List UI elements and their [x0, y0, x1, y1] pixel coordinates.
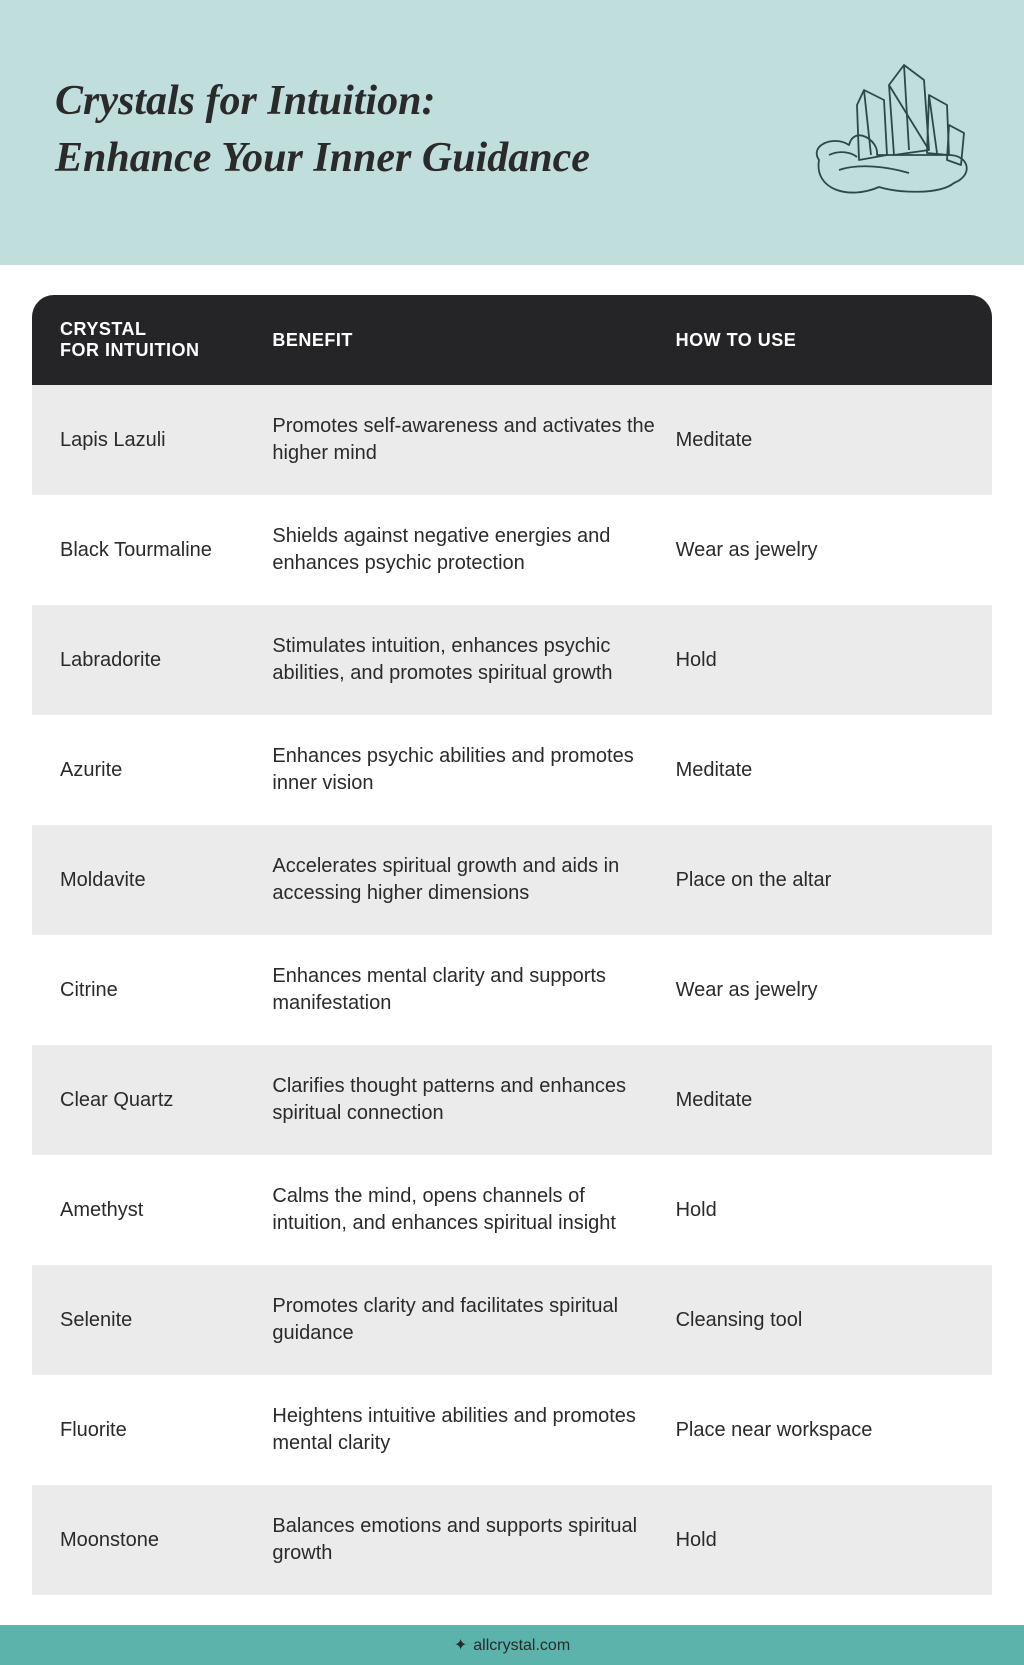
- header-banner: Crystals for Intuition: Enhance Your Inn…: [0, 0, 1024, 265]
- cell-crystal: Clear Quartz: [32, 1045, 262, 1155]
- table-row: SelenitePromotes clarity and facilitates…: [32, 1265, 992, 1375]
- crystal-cluster-icon: [779, 55, 979, 205]
- cell-crystal: Black Tourmaline: [32, 495, 262, 605]
- page-title: Crystals for Intuition: Enhance Your Inn…: [55, 73, 590, 186]
- cell-benefit: Promotes clarity and facilitates spiritu…: [262, 1265, 665, 1375]
- title-line-2: Enhance Your Inner Guidance: [55, 135, 590, 181]
- cell-benefit: Balances emotions and supports spiritual…: [262, 1485, 665, 1595]
- cell-crystal: Selenite: [32, 1265, 262, 1375]
- cell-benefit: Clarifies thought patterns and enhances …: [262, 1045, 665, 1155]
- cell-use: Place on the altar: [666, 825, 992, 935]
- cell-benefit: Calms the mind, opens channels of intuit…: [262, 1155, 665, 1265]
- table-row: Clear QuartzClarifies thought patterns a…: [32, 1045, 992, 1155]
- table-row: MoonstoneBalances emotions and supports …: [32, 1485, 992, 1595]
- table-row: FluoriteHeightens intuitive abilities an…: [32, 1375, 992, 1485]
- cell-benefit: Shields against negative energies and en…: [262, 495, 665, 605]
- table-container: CRYSTAL FOR INTUITION BENEFIT HOW TO USE…: [0, 265, 1024, 1605]
- cell-benefit: Heightens intuitive abilities and promot…: [262, 1375, 665, 1485]
- footer-site: allcrystal.com: [473, 1637, 570, 1654]
- cell-crystal: Fluorite: [32, 1375, 262, 1485]
- cell-use: Meditate: [666, 1045, 992, 1155]
- cell-crystal: Moonstone: [32, 1485, 262, 1595]
- cell-crystal: Citrine: [32, 935, 262, 1045]
- table-row: LabradoriteStimulates intuition, enhance…: [32, 605, 992, 715]
- col-header-benefit-l1: BENEFIT: [272, 330, 353, 350]
- cell-benefit: Stimulates intuition, enhances psychic a…: [262, 605, 665, 715]
- table-body: Lapis LazuliPromotes self-awareness and …: [32, 385, 992, 1595]
- title-line-1: Crystals for Intuition:: [55, 78, 435, 124]
- cell-crystal: Amethyst: [32, 1155, 262, 1265]
- cell-benefit: Promotes self-awareness and activates th…: [262, 385, 665, 495]
- col-header-crystal-l1: CRYSTAL: [60, 319, 147, 339]
- crystals-table: CRYSTAL FOR INTUITION BENEFIT HOW TO USE…: [32, 295, 992, 1595]
- cell-use: Wear as jewelry: [666, 495, 992, 605]
- cell-use: Meditate: [666, 715, 992, 825]
- cell-crystal: Labradorite: [32, 605, 262, 715]
- cell-crystal: Moldavite: [32, 825, 262, 935]
- cell-use: Wear as jewelry: [666, 935, 992, 1045]
- cell-use: Cleansing tool: [666, 1265, 992, 1375]
- col-header-use-l1: HOW TO USE: [676, 330, 797, 350]
- footer-bar: ✦ allcrystal.com: [0, 1625, 1024, 1665]
- sparkle-icon: ✦: [454, 1637, 467, 1654]
- table-row: AmethystCalms the mind, opens channels o…: [32, 1155, 992, 1265]
- cell-use: Hold: [666, 1155, 992, 1265]
- table-row: AzuriteEnhances psychic abilities and pr…: [32, 715, 992, 825]
- table-row: CitrineEnhances mental clarity and suppo…: [32, 935, 992, 1045]
- cell-benefit: Accelerates spiritual growth and aids in…: [262, 825, 665, 935]
- table-row: Black TourmalineShields against negative…: [32, 495, 992, 605]
- cell-crystal: Lapis Lazuli: [32, 385, 262, 495]
- col-header-crystal: CRYSTAL FOR INTUITION: [32, 295, 262, 385]
- cell-crystal: Azurite: [32, 715, 262, 825]
- col-header-crystal-l2: FOR INTUITION: [60, 340, 200, 360]
- cell-use: Meditate: [666, 385, 992, 495]
- col-header-use: HOW TO USE: [666, 295, 992, 385]
- cell-benefit: Enhances psychic abilities and promotes …: [262, 715, 665, 825]
- table-row: MoldaviteAccelerates spiritual growth an…: [32, 825, 992, 935]
- cell-use: Hold: [666, 605, 992, 715]
- cell-benefit: Enhances mental clarity and supports man…: [262, 935, 665, 1045]
- cell-use: Hold: [666, 1485, 992, 1595]
- table-row: Lapis LazuliPromotes self-awareness and …: [32, 385, 992, 495]
- col-header-benefit: BENEFIT: [262, 295, 665, 385]
- table-header-row: CRYSTAL FOR INTUITION BENEFIT HOW TO USE: [32, 295, 992, 385]
- cell-use: Place near workspace: [666, 1375, 992, 1485]
